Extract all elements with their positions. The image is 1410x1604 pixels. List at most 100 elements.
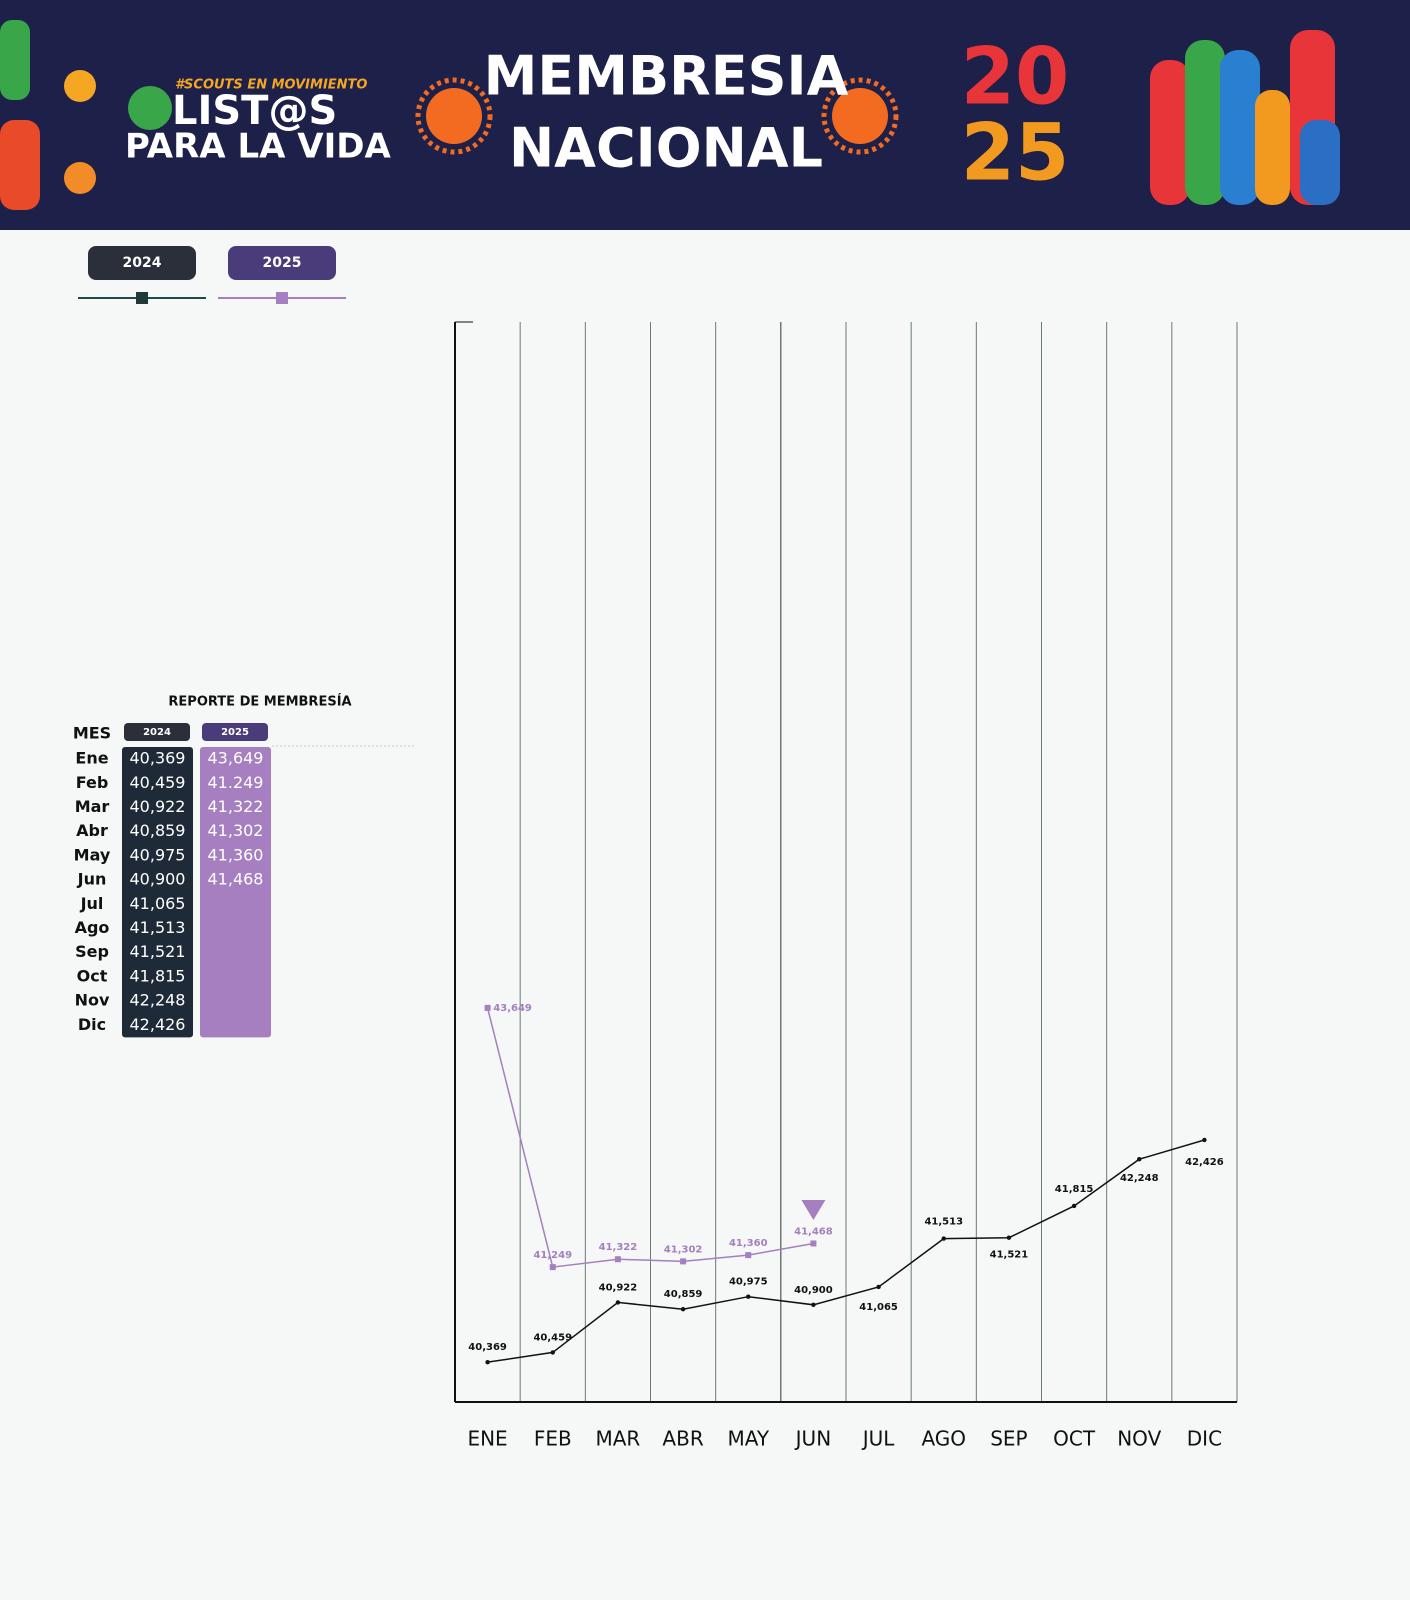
table-cell: 41,322	[208, 797, 264, 816]
decor	[64, 162, 96, 194]
x-tick-label: MAY	[727, 1427, 769, 1451]
logo	[128, 86, 172, 130]
year: 20	[961, 32, 1070, 122]
table-month: Sep	[75, 942, 109, 961]
point	[1137, 1157, 1142, 1162]
data-label: 40,859	[664, 1289, 703, 1300]
legend-badge	[228, 246, 336, 280]
table-month: Oct	[77, 966, 108, 985]
data-label: 40,922	[599, 1282, 638, 1293]
brand: LIST@S	[172, 88, 337, 134]
x-tick-label: ABR	[662, 1427, 703, 1451]
data-label: 41,065	[859, 1302, 898, 1313]
table-header: MES	[73, 724, 111, 743]
table-cell: 42,426	[130, 1015, 186, 1034]
sun	[426, 88, 482, 144]
table-month: Abr	[76, 821, 108, 840]
data-label: 42,248	[1120, 1173, 1159, 1184]
data-label: 41,815	[1055, 1184, 1094, 1195]
data-label: 42,426	[1185, 1157, 1224, 1168]
table-month: Feb	[76, 773, 109, 792]
point	[1071, 1203, 1077, 1209]
sun	[415, 77, 493, 155]
table-column	[200, 747, 271, 1038]
legend-marker	[276, 292, 288, 304]
point	[811, 1302, 816, 1308]
sun	[821, 77, 899, 155]
series-line	[486, 1007, 814, 1268]
decor	[0, 120, 40, 210]
table-month: Ago	[75, 918, 110, 937]
table-column	[122, 747, 193, 1038]
legend-label: 2025	[263, 255, 302, 271]
x-tick-label: DIC	[1187, 1427, 1222, 1451]
table-cell: 40,459	[130, 773, 186, 792]
decor	[0, 20, 30, 100]
data-label: 40,900	[794, 1285, 833, 1296]
data-label: 41,360	[729, 1238, 768, 1249]
table-cell: 41.249	[208, 773, 264, 792]
data-label: 40,369	[468, 1342, 507, 1353]
table-cell: 40,369	[130, 749, 186, 768]
table-cell: 41,815	[130, 966, 186, 985]
point	[876, 1284, 881, 1290]
table-cell: 40,922	[130, 797, 186, 816]
table-month: Mar	[75, 797, 110, 816]
data-label: 40,975	[729, 1277, 768, 1288]
point	[614, 1256, 621, 1263]
table-header-badge	[124, 723, 190, 741]
point	[484, 1004, 491, 1011]
table-cell: 41,360	[208, 845, 264, 864]
sun	[832, 88, 888, 144]
point	[485, 1359, 490, 1365]
table-cell: 41,302	[208, 821, 264, 840]
point	[810, 1240, 817, 1247]
table-month: Jun	[77, 870, 107, 889]
x-tick-label: JUL	[861, 1427, 896, 1451]
data-label: 41,513	[924, 1217, 963, 1228]
table-month: Jul	[80, 894, 104, 913]
x-tick-label: MAR	[595, 1427, 640, 1451]
table-cell: 40,975	[130, 845, 186, 864]
data-label: 41,322	[599, 1242, 638, 1253]
data-label: 43,649	[493, 1003, 532, 1014]
decor	[64, 70, 96, 102]
point	[549, 1264, 556, 1271]
table-cell: 41,065	[130, 894, 186, 913]
table-header-label: 2025	[221, 727, 249, 738]
brand: PARA LA VIDA	[125, 127, 391, 167]
table-cell: 41,468	[208, 870, 264, 889]
table-cell: 43,649	[208, 749, 264, 768]
point	[1202, 1137, 1207, 1143]
table-month: Dic	[78, 1015, 106, 1034]
data-label: 40,459	[533, 1332, 572, 1343]
table-header-badge	[202, 723, 268, 741]
tagline: #SCOUTS EN MOVIMIENTO	[175, 78, 367, 93]
point	[550, 1350, 555, 1355]
point	[1006, 1235, 1012, 1240]
data-label: 41,521	[990, 1250, 1029, 1261]
legend-marker	[136, 292, 148, 304]
data-label: 41,468	[794, 1226, 833, 1237]
table-title: REPORTE DE MEMBRESÍA	[168, 694, 351, 710]
x-tick-label: JUN	[794, 1427, 832, 1451]
people	[1150, 30, 1340, 205]
x-tick-label: NOV	[1117, 1427, 1161, 1451]
x-tick-label: OCT	[1053, 1427, 1096, 1451]
year: 25	[961, 108, 1070, 198]
point	[680, 1258, 687, 1265]
point	[680, 1307, 686, 1312]
x-tick-label: ENE	[467, 1427, 507, 1451]
point	[941, 1236, 946, 1241]
legend-label: 2024	[123, 255, 162, 271]
point	[615, 1300, 621, 1305]
table-month: May	[74, 845, 111, 864]
table-cell: 41,513	[130, 918, 186, 937]
table-cell: 41,521	[130, 942, 186, 961]
table-month: Ene	[75, 749, 108, 768]
x-tick-label: AGO	[921, 1427, 966, 1451]
table-header-label: 2024	[143, 727, 171, 738]
table-cell: 40,859	[130, 821, 186, 840]
legend-badge	[88, 246, 196, 280]
x-tick-label: FEB	[534, 1427, 572, 1451]
